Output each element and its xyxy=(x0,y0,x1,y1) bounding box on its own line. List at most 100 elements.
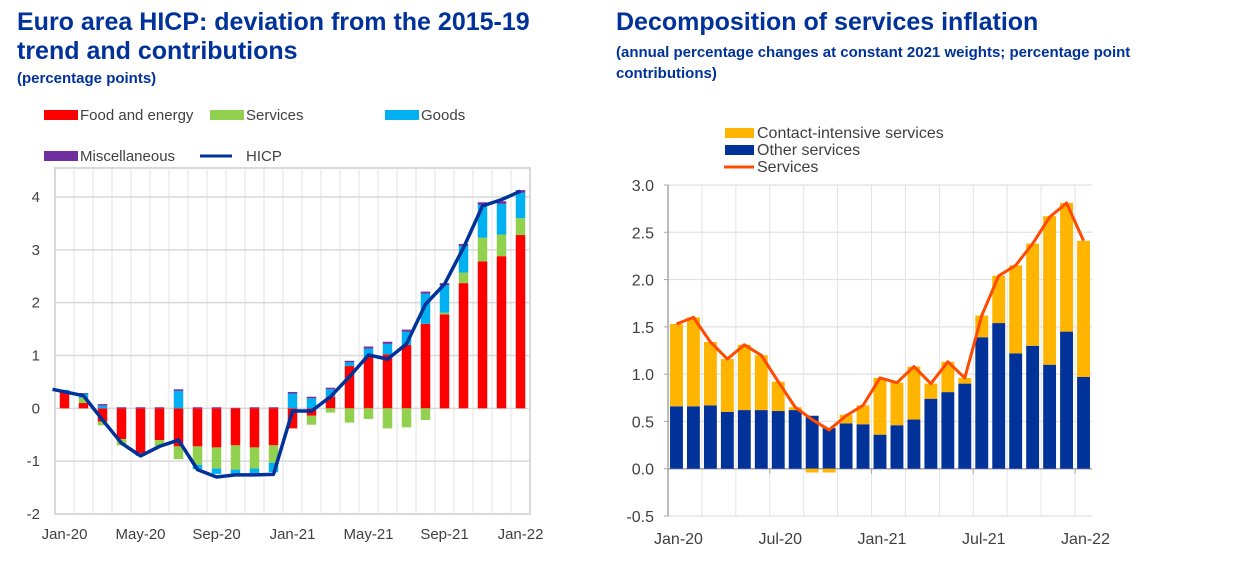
bar-food-and-energy xyxy=(97,408,108,422)
bar-contact-intensive-services xyxy=(788,407,802,411)
bar-goods xyxy=(97,405,108,409)
bar-other-services xyxy=(822,428,836,469)
bar-miscellaneous xyxy=(401,329,412,332)
bar-other-services xyxy=(839,423,853,469)
line-services xyxy=(675,201,1085,432)
y-tick-label: -1 xyxy=(27,453,40,470)
legend-label-miscellaneous: Miscellaneous xyxy=(80,148,175,165)
y-tick-label: 0.0 xyxy=(632,462,654,479)
y-tick-label: 1.0 xyxy=(632,367,654,384)
y-tick-label: 3.0 xyxy=(632,178,654,195)
bar-contact-intensive-services xyxy=(703,341,717,406)
x-tick-label: Sep-21 xyxy=(420,526,468,543)
legend-swatch-services xyxy=(724,165,754,169)
bar-contact-intensive-services xyxy=(856,405,870,425)
bar-food-and-energy xyxy=(249,408,260,448)
legend-swatch-hicp xyxy=(200,154,232,158)
bar-food-and-energy xyxy=(59,391,70,409)
bar-food-and-energy xyxy=(344,366,355,409)
bar-food-and-energy xyxy=(439,314,450,409)
bar-services xyxy=(306,415,317,425)
bar-other-services xyxy=(1077,376,1090,469)
legend-item-goods: Goods xyxy=(385,107,465,124)
bar-goods xyxy=(458,246,469,273)
bar-goods xyxy=(496,203,507,235)
bar-goods xyxy=(477,204,488,238)
bar-contact-intensive-services xyxy=(805,468,819,473)
x-tick-label: Jan-21 xyxy=(858,531,907,548)
legend-label-contact-intensive-services: Contact-intensive services xyxy=(757,125,944,142)
bar-miscellaneous xyxy=(496,201,507,204)
bar-services xyxy=(401,408,412,428)
bar-contact-intensive-services xyxy=(1060,202,1074,332)
bar-goods xyxy=(344,362,355,367)
right-chart-subtitle: (annual percentage changes at constant 2… xyxy=(616,44,1131,82)
legend-item-food-and-energy: Food and energy xyxy=(44,107,194,124)
bar-goods xyxy=(439,285,450,313)
y-tick-label: 2 xyxy=(32,295,40,312)
x-tick-label: May-20 xyxy=(115,526,165,543)
bar-services xyxy=(477,237,488,262)
legend-item-contact-intensive-services: Contact-intensive services xyxy=(725,125,944,142)
legend-item-services: Services xyxy=(724,159,818,176)
x-tick-label: Jan-22 xyxy=(1061,531,1110,548)
bar-food-and-energy xyxy=(211,408,222,448)
y-tick-label: 4 xyxy=(32,189,40,206)
legend-swatch-food-and-energy xyxy=(44,110,78,120)
bar-food-and-energy xyxy=(154,408,165,441)
bar-services xyxy=(363,408,374,419)
y-tick-label: -2 xyxy=(27,506,40,523)
bar-miscellaneous xyxy=(477,202,488,205)
bar-contact-intensive-services xyxy=(822,468,836,473)
bar-contact-intensive-services xyxy=(1043,216,1057,365)
bar-services xyxy=(97,421,108,426)
y-tick-label: 0.5 xyxy=(632,414,654,431)
bar-food-and-energy xyxy=(173,408,184,447)
legend-item-services: Services xyxy=(210,107,304,124)
right-chart-title: Decomposition of services inflation xyxy=(616,8,1039,36)
bar-other-services xyxy=(992,323,1006,469)
left-chart-title-line1: Euro area HICP: deviation from the 2015-… xyxy=(17,8,530,36)
bar-other-services xyxy=(720,411,734,469)
bar-food-and-energy xyxy=(78,403,89,409)
bar-other-services xyxy=(737,410,751,469)
bar-contact-intensive-services xyxy=(771,381,785,412)
x-tick-label: Jan-20 xyxy=(654,531,703,548)
bar-food-and-energy xyxy=(116,408,127,439)
bar-other-services xyxy=(958,383,972,469)
bar-miscellaneous xyxy=(230,407,241,409)
left-chart-title: Euro area HICP: deviation from the 2015-… xyxy=(17,8,577,66)
legend-swatch-services xyxy=(210,110,244,120)
legend-item-other-services: Other services xyxy=(725,142,860,159)
legend-label-goods: Goods xyxy=(421,107,465,124)
bar-contact-intensive-services xyxy=(1009,265,1023,354)
bar-other-services xyxy=(1009,353,1023,469)
bar-goods xyxy=(287,393,298,409)
bar-goods xyxy=(325,389,336,397)
legend-swatch-other-services xyxy=(725,145,754,155)
bar-food-and-energy xyxy=(135,408,146,454)
bar-food-and-energy xyxy=(230,408,241,446)
bar-food-and-energy xyxy=(192,408,203,447)
legend-swatch-goods xyxy=(385,110,419,120)
bar-services xyxy=(211,447,222,469)
bar-contact-intensive-services xyxy=(890,382,904,426)
legend-item-miscellaneous: Miscellaneous xyxy=(44,148,175,165)
bar-contact-intensive-services xyxy=(839,414,853,424)
bar-food-and-energy xyxy=(515,235,526,409)
bar-food-and-energy xyxy=(268,408,279,446)
bar-contact-intensive-services xyxy=(992,275,1006,324)
bar-food-and-energy xyxy=(420,323,431,409)
line-hicp xyxy=(52,189,522,479)
bar-services xyxy=(382,408,393,429)
bar-services xyxy=(78,397,89,404)
x-tick-label: Jan-21 xyxy=(270,526,316,543)
bar-other-services xyxy=(1060,331,1074,469)
y-tick-label: 3 xyxy=(32,242,40,259)
bar-services xyxy=(249,447,260,469)
bar-other-services xyxy=(686,406,700,469)
bar-contact-intensive-services xyxy=(975,315,989,338)
legend-swatch-miscellaneous xyxy=(44,151,78,161)
x-tick-label: Sep-20 xyxy=(192,526,240,543)
